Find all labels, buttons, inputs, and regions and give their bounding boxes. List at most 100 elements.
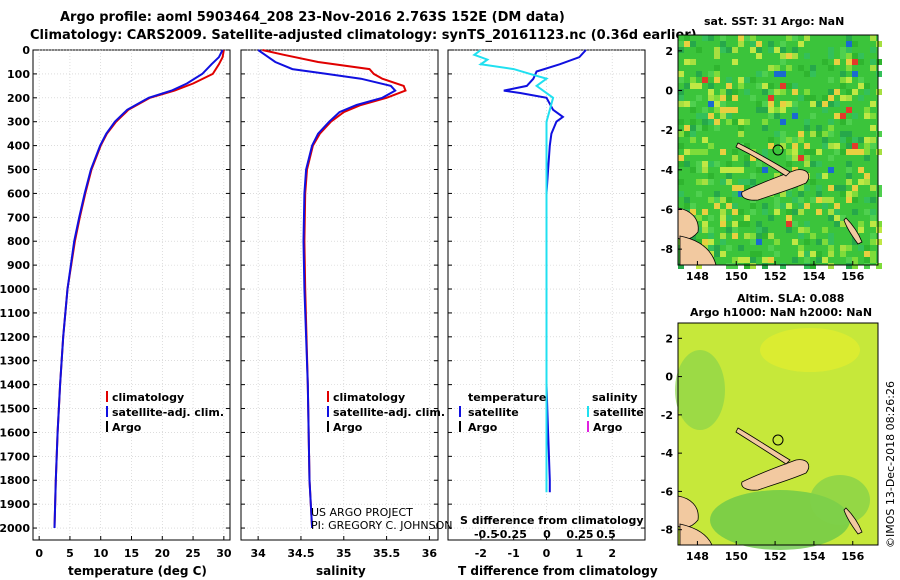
sst-cell (768, 101, 774, 107)
sst-cell (738, 131, 744, 137)
sst-cell (726, 161, 732, 167)
legend-label-climatology: climatology (333, 391, 405, 404)
sst-cell (870, 137, 876, 143)
sst-cell (768, 137, 774, 143)
sst-cell (714, 251, 720, 257)
land-bougainville (843, 217, 863, 245)
sst-map-cells (678, 35, 882, 269)
sst-cell (852, 41, 858, 47)
sst-cell (774, 203, 780, 209)
sst-cell (696, 179, 702, 185)
sst-cell (846, 119, 852, 125)
sst-cell (720, 233, 726, 239)
sst-cell (828, 89, 834, 95)
sst-cell (696, 47, 702, 53)
sst-cell (804, 221, 810, 227)
sla-map (675, 322, 879, 550)
lon-tick-label: 148 (686, 270, 709, 283)
sst-cell (762, 263, 768, 269)
sst-cell (708, 101, 714, 107)
sst-cell (762, 107, 768, 113)
sst-cell (726, 197, 732, 203)
sst-cell (828, 77, 834, 83)
sst-cell (822, 257, 828, 263)
x-tick-label: 1 (576, 547, 584, 560)
sst-cell (738, 41, 744, 47)
sst-cell (852, 191, 858, 197)
sst-cell (876, 149, 882, 155)
sst-cell (720, 113, 726, 119)
sst-cell (864, 137, 870, 143)
sst-cell (864, 257, 870, 263)
salinity-axis-ticks: 34 34.5 35 35.5 36 (250, 536, 437, 560)
sst-cell (828, 53, 834, 59)
sst-cell (804, 227, 810, 233)
sst-cell (702, 35, 708, 41)
sst-cell (810, 113, 816, 119)
sst-cell (822, 95, 828, 101)
sst-cell (726, 89, 732, 95)
sst-cell (846, 131, 852, 137)
sst-cell (720, 95, 726, 101)
sst-cell (768, 143, 774, 149)
sst-cell (690, 41, 696, 47)
x-tick-label: -1 (508, 547, 520, 560)
sst-cell (864, 263, 870, 269)
sst-cell (810, 233, 816, 239)
sla-map-frame (677, 322, 879, 546)
sst-cell (846, 107, 852, 113)
sst-cell (720, 89, 726, 95)
sst-cell (852, 59, 858, 65)
sst-cell (702, 119, 708, 125)
depth-tick-label: 1400 (0, 379, 30, 392)
sst-cell (780, 83, 786, 89)
lat-tick-label: -6 (661, 485, 674, 498)
sst-cell (750, 209, 756, 215)
sst-cell (738, 245, 744, 251)
sst-cell (726, 203, 732, 209)
sst-cell (846, 173, 852, 179)
depth-tick-label: 300 (7, 116, 30, 129)
sst-cell (864, 155, 870, 161)
sst-cell (846, 149, 852, 155)
lon-tick-label: 148 (686, 550, 709, 563)
sst-cell (810, 179, 816, 185)
sst-cell (804, 95, 810, 101)
sst-cell (750, 203, 756, 209)
sst-cell (858, 83, 864, 89)
sst-cell (792, 107, 798, 113)
sst-cell (798, 245, 804, 251)
sst-map-frame (677, 34, 879, 266)
sst-cell (762, 125, 768, 131)
sst-cell (840, 71, 846, 77)
x-tick-label: 10 (93, 547, 109, 560)
lon-tick-label: 156 (841, 270, 864, 283)
x-tick-label: 34 (250, 547, 266, 560)
sst-cell (708, 233, 714, 239)
sla-green-patch (810, 475, 870, 525)
depth-tick-label: 1100 (0, 307, 30, 320)
sst-cell (834, 203, 840, 209)
lat-tick-label: -4 (661, 164, 674, 177)
sst-cell (828, 131, 834, 137)
figure-title-line1: Argo profile: aoml 5903464_208 23-Nov-20… (60, 10, 565, 25)
x-tick-label: 20 (155, 547, 171, 560)
sst-cell (750, 179, 756, 185)
sst-cell (858, 167, 864, 173)
sst-cell (846, 77, 852, 83)
sst-cell (714, 107, 720, 113)
sst-cell (858, 149, 864, 155)
sst-cell (804, 119, 810, 125)
sst-cell (834, 221, 840, 227)
depth-tick-label: 1600 (0, 426, 30, 439)
sst-cell (756, 41, 762, 47)
sst-cell (750, 263, 756, 269)
sst-cell (810, 95, 816, 101)
sst-cell (816, 209, 822, 215)
sla-green-patch (675, 350, 725, 430)
sst-cell (732, 263, 738, 269)
sst-cell (726, 47, 732, 53)
depth-tick-label: 1500 (0, 403, 30, 416)
sst-cell (846, 257, 852, 263)
